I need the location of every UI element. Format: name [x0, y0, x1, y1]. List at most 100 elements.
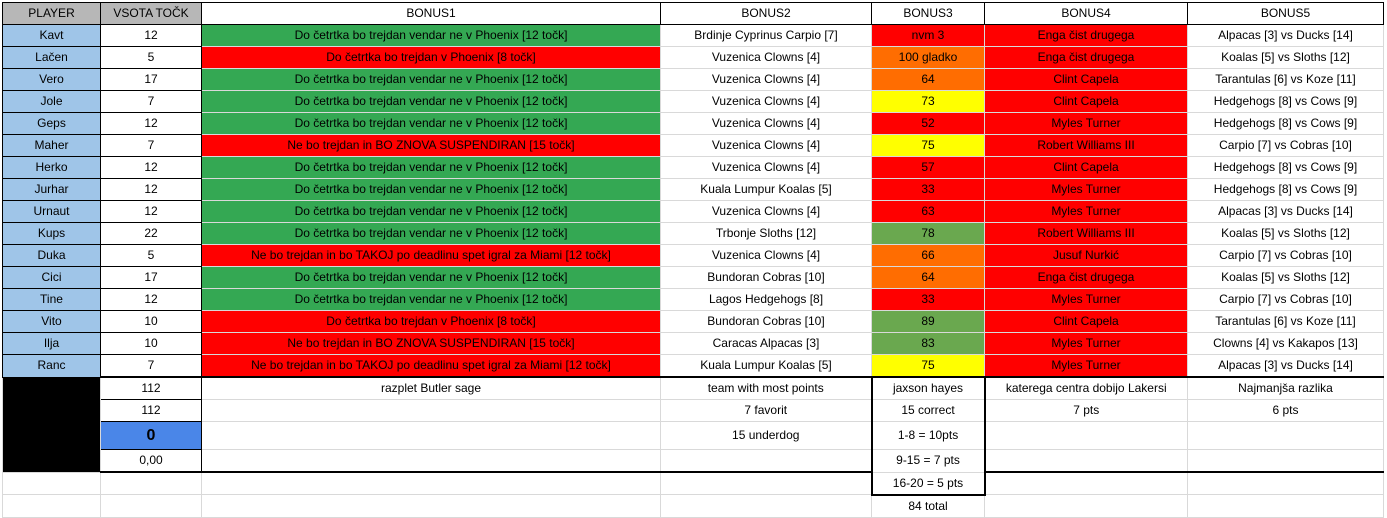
empty-cell[interactable]	[984, 494, 1188, 518]
bonus2-cell[interactable]: Kuala Lumpur Koalas [5]	[660, 178, 872, 201]
bonus5-cell[interactable]: Hedgehogs [8] vs Cows [9]	[1187, 178, 1384, 201]
points-cell[interactable]: 17	[100, 266, 202, 289]
points-cell[interactable]: 12	[100, 156, 202, 179]
bonus3-cell[interactable]: 89	[871, 310, 985, 333]
bonus1-note[interactable]: razplet Butler sage	[201, 376, 661, 400]
empty-cell[interactable]	[660, 471, 872, 495]
bonus2-title[interactable]: team with most points	[660, 376, 872, 400]
bonus3-cell[interactable]: 66	[871, 244, 985, 267]
sum-cell-2[interactable]: 112	[100, 399, 202, 422]
bonus5-cell[interactable]: Alpacas [3] vs Ducks [14]	[1187, 24, 1384, 47]
bonus5-cell[interactable]: Alpacas [3] vs Ducks [14]	[1187, 200, 1384, 223]
bonus4-cell[interactable]: Myles Turner	[984, 354, 1188, 378]
bonus4-line1[interactable]: 7 pts	[984, 399, 1188, 422]
bonus1-cell[interactable]: Do četrtka bo trejdan vendar ne v Phoeni…	[201, 90, 661, 113]
bonus3-cell[interactable]: 83	[871, 332, 985, 355]
bonus1-cell[interactable]: Do četrtka bo trejdan v Phoenix [8 točk]	[201, 46, 661, 69]
points-cell[interactable]: 12	[100, 112, 202, 135]
average-cell[interactable]: 0,00	[100, 449, 202, 473]
player-name-cell[interactable]: Duka	[2, 244, 101, 267]
bonus4-cell[interactable]: Robert Williams III	[984, 134, 1188, 157]
player-name-cell[interactable]: Kups	[2, 222, 101, 245]
bonus5-cell[interactable]: Hedgehogs [8] vs Cows [9]	[1187, 90, 1384, 113]
bonus3-cell[interactable]: 64	[871, 266, 985, 289]
bonus1-cell[interactable]: Ne bo trejdan in BO ZNOVA SUSPENDIRAN [1…	[201, 134, 661, 157]
bonus1-cell[interactable]: Do četrtka bo trejdan vendar ne v Phoeni…	[201, 200, 661, 223]
empty-cell[interactable]	[2, 471, 101, 495]
bonus3-line3[interactable]: 9-15 = 7 pts	[870, 449, 986, 473]
header-player[interactable]: PLAYER	[2, 2, 101, 25]
bonus1-cell[interactable]: Do četrtka bo trejdan vendar ne v Phoeni…	[201, 112, 661, 135]
bonus5-cell[interactable]: Hedgehogs [8] vs Cows [9]	[1187, 156, 1384, 179]
bonus4-cell[interactable]: Myles Turner	[984, 112, 1188, 135]
bonus4-cell[interactable]: Myles Turner	[984, 178, 1188, 201]
header-bonus1[interactable]: BONUS1	[201, 2, 661, 25]
bonus5-cell[interactable]: Tarantulas [6] vs Koze [11]	[1187, 310, 1384, 333]
points-cell[interactable]: 7	[100, 354, 202, 378]
bonus2-cell[interactable]: Caracas Alpacas [3]	[660, 332, 872, 355]
bonus5-cell[interactable]: Tarantulas [6] vs Koze [11]	[1187, 68, 1384, 91]
bonus5-cell[interactable]: Koalas [5] vs Sloths [12]	[1187, 266, 1384, 289]
bonus2-cell[interactable]: Brdinje Cyprinus Carpio [7]	[660, 24, 872, 47]
bonus2-cell[interactable]: Vuzenica Clowns [4]	[660, 46, 872, 69]
bonus3-cell[interactable]: 33	[871, 288, 985, 311]
bonus1-cell[interactable]: Do četrtka bo trejdan vendar ne v Phoeni…	[201, 266, 661, 289]
points-cell[interactable]: 7	[100, 90, 202, 113]
empty-cell[interactable]	[1187, 471, 1384, 495]
bonus5-cell[interactable]: Carpio [7] vs Cobras [10]	[1187, 288, 1384, 311]
bonus4-cell[interactable]: Jusuf Nurkić	[984, 244, 1188, 267]
empty-cell[interactable]	[660, 494, 872, 518]
empty-cell[interactable]	[660, 449, 872, 473]
bonus1-cell[interactable]: Ne bo trejdan in bo TAKOJ po deadlinu sp…	[201, 244, 661, 267]
player-name-cell[interactable]: Cici	[2, 266, 101, 289]
bonus3-line4[interactable]: 16-20 = 5 pts	[870, 471, 986, 496]
player-name-cell[interactable]: Jurhar	[2, 178, 101, 201]
bonus4-cell[interactable]: Clint Capela	[984, 68, 1188, 91]
bonus4-cell[interactable]: Clint Capela	[984, 90, 1188, 113]
header-bonus4[interactable]: BONUS4	[984, 2, 1188, 25]
bonus5-cell[interactable]: Carpio [7] vs Cobras [10]	[1187, 134, 1384, 157]
points-cell[interactable]: 5	[100, 46, 202, 69]
points-cell[interactable]: 7	[100, 134, 202, 157]
empty-cell[interactable]	[201, 471, 661, 495]
empty-cell[interactable]	[100, 471, 202, 495]
bonus2-cell[interactable]: Vuzenica Clowns [4]	[660, 112, 872, 135]
bonus5-cell[interactable]: Carpio [7] vs Cobras [10]	[1187, 244, 1384, 267]
bonus2-cell[interactable]: Vuzenica Clowns [4]	[660, 156, 872, 179]
bonus3-cell[interactable]: 100 gladko	[871, 46, 985, 69]
bonus3-cell[interactable]: 78	[871, 222, 985, 245]
player-name-cell[interactable]: Maher	[2, 134, 101, 157]
bonus2-line2[interactable]: 15 underdog	[660, 421, 872, 450]
points-cell[interactable]: 12	[100, 288, 202, 311]
player-name-cell[interactable]: Geps	[2, 112, 101, 135]
bonus3-cell[interactable]: 57	[871, 156, 985, 179]
difference-cell[interactable]: 0	[100, 421, 202, 450]
bonus2-line1[interactable]: 7 favorit	[660, 399, 872, 422]
bonus3-cell[interactable]: 33	[871, 178, 985, 201]
bonus3-cell[interactable]: nvm 3	[871, 24, 985, 47]
empty-cell[interactable]	[984, 471, 1188, 495]
bonus3-line2[interactable]: 1-8 = 10pts	[870, 421, 986, 450]
points-cell[interactable]: 5	[100, 244, 202, 267]
empty-cell[interactable]	[984, 421, 1188, 450]
bonus1-cell[interactable]: Do četrtka bo trejdan v Phoenix [8 točk]	[201, 310, 661, 333]
points-cell[interactable]: 12	[100, 200, 202, 223]
bonus4-cell[interactable]: Myles Turner	[984, 200, 1188, 223]
empty-cell[interactable]	[201, 449, 661, 473]
player-name-cell[interactable]: Lačen	[2, 46, 101, 69]
bonus1-cell[interactable]: Do četrtka bo trejdan vendar ne v Phoeni…	[201, 24, 661, 47]
bonus5-line1[interactable]: 6 pts	[1187, 399, 1384, 422]
bonus1-cell[interactable]: Do četrtka bo trejdan vendar ne v Phoeni…	[201, 68, 661, 91]
bonus5-cell[interactable]: Koalas [5] vs Sloths [12]	[1187, 46, 1384, 69]
empty-cell[interactable]	[201, 494, 661, 518]
empty-cell[interactable]	[1187, 421, 1384, 450]
points-cell[interactable]: 22	[100, 222, 202, 245]
player-name-cell[interactable]: Herko	[2, 156, 101, 179]
player-name-cell[interactable]: Vero	[2, 68, 101, 91]
player-name-cell[interactable]: Jole	[2, 90, 101, 113]
points-cell[interactable]: 12	[100, 24, 202, 47]
bonus3-cell[interactable]: 64	[871, 68, 985, 91]
bonus2-cell[interactable]: Vuzenica Clowns [4]	[660, 90, 872, 113]
empty-cell[interactable]	[201, 399, 661, 422]
empty-cell[interactable]	[1187, 449, 1384, 473]
